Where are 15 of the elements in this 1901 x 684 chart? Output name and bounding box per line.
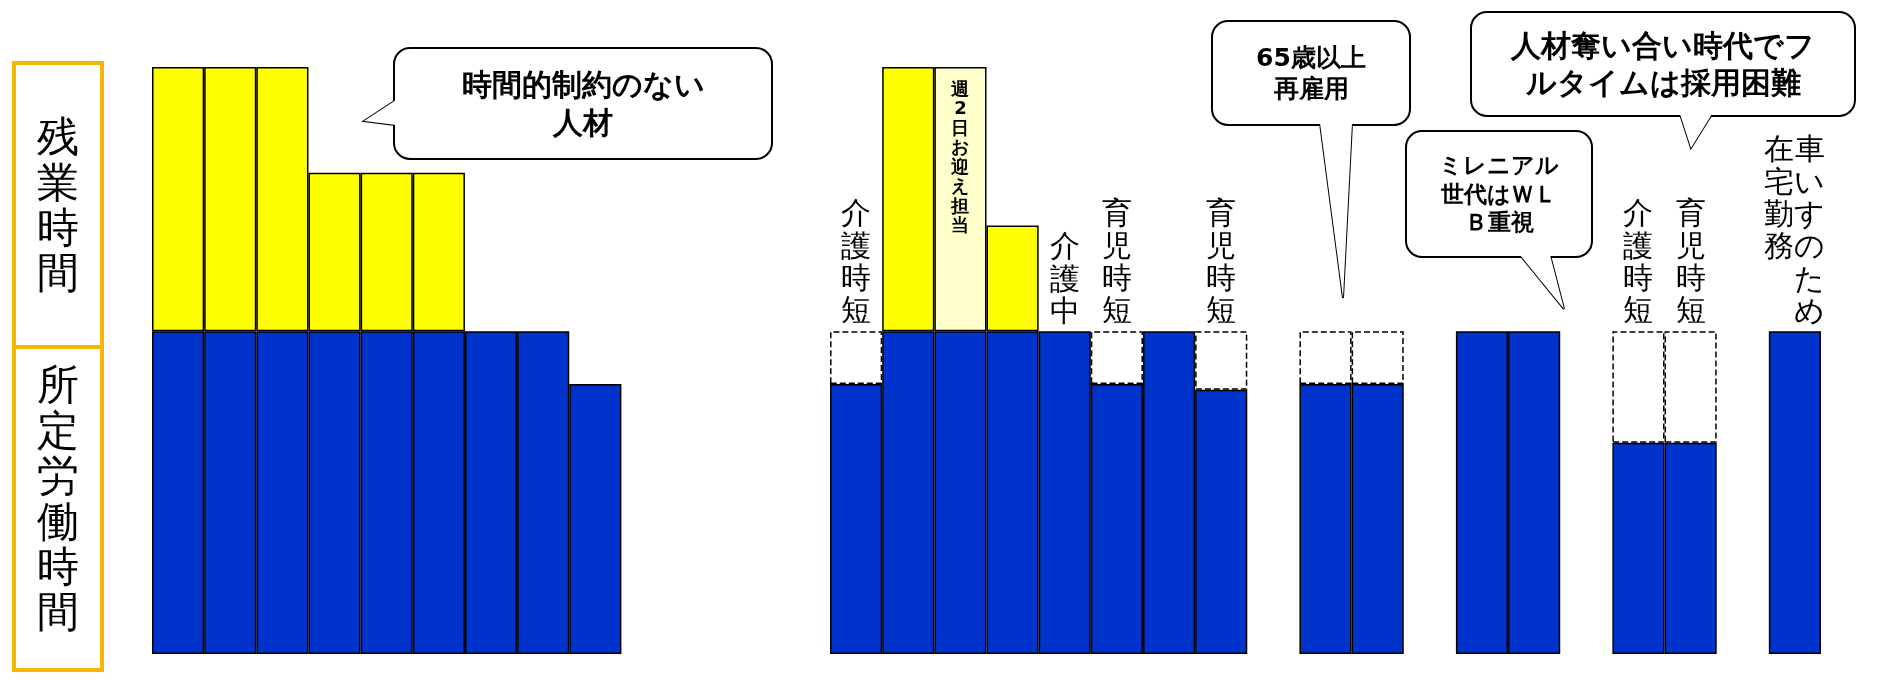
annotation: 65歳以上再雇用 <box>1255 41 1367 105</box>
x-tick-label: 介護時短 <box>1623 195 1654 328</box>
x-tick-label: 週2日お迎え担当 <box>951 78 970 236</box>
series-label: 所定労働時間 <box>37 360 79 637</box>
annotation: 時間的制約のない人材 <box>460 66 706 141</box>
annotation: 人材奪い合い時代でフルタイムは採用困難 <box>1509 26 1816 102</box>
bar <box>1768 331 1821 654</box>
x-tick-label: 介護時短 <box>841 195 872 328</box>
x-tick-label: 育児時短 <box>1206 195 1237 328</box>
annotation: ミレニアル世代はＷＬＢ重視 <box>1439 150 1559 238</box>
series-label: 残業時間 <box>37 112 79 298</box>
x-tick-label: 介護中 <box>1049 228 1080 328</box>
category-label: 車いすのため在宅勤務 <box>1764 131 1826 329</box>
x-tick-label: 育児時短 <box>1101 195 1132 328</box>
x-tick-label: 育児時短 <box>1675 195 1706 328</box>
